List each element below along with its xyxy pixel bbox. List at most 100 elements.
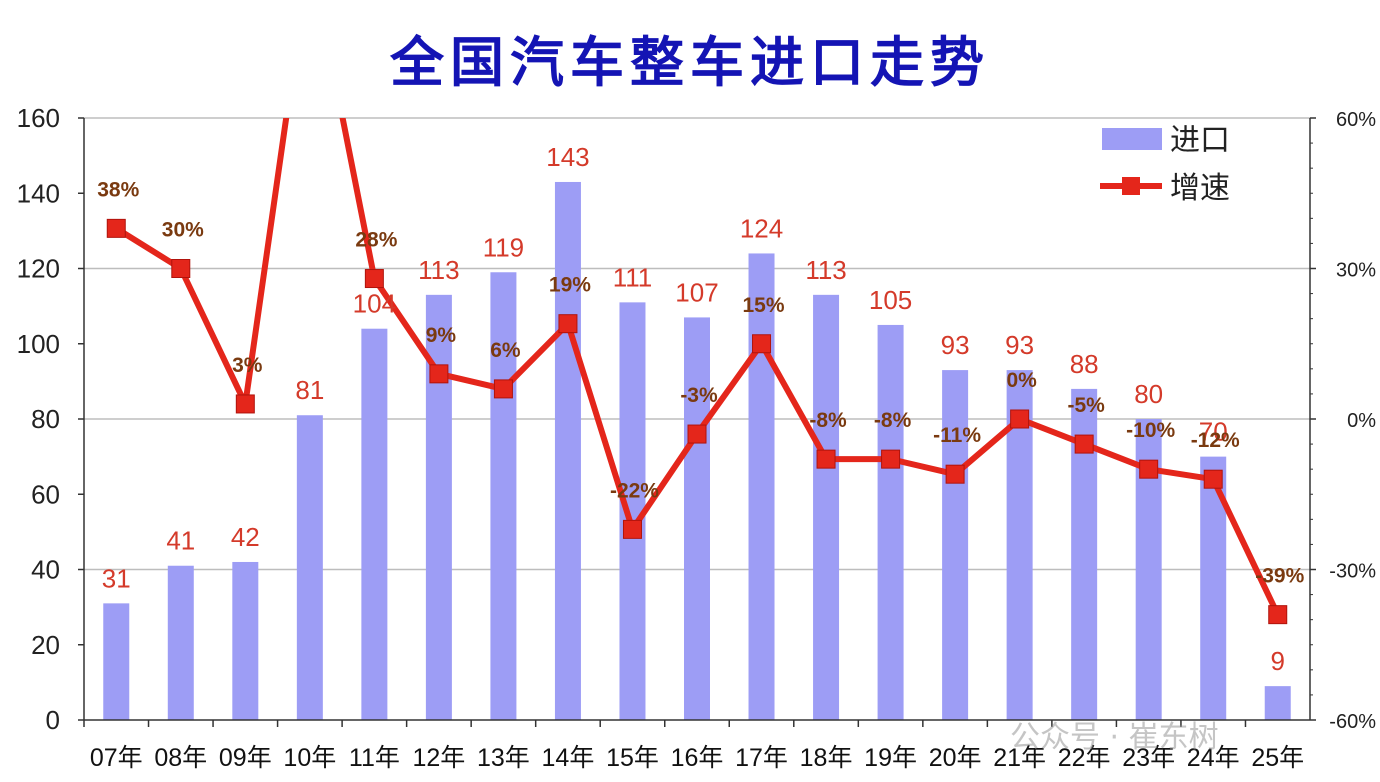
bar xyxy=(103,603,130,720)
bar xyxy=(167,565,194,720)
y-tick-label-left: 80 xyxy=(31,404,60,434)
y-tick-label-left: 100 xyxy=(17,329,60,359)
x-tick-label: 11年 xyxy=(349,744,400,772)
y-tick-label-left: 40 xyxy=(31,555,60,585)
legend-line-label: 增速 xyxy=(1170,172,1230,205)
bar xyxy=(748,253,775,720)
x-tick-label: 24年 xyxy=(1187,744,1240,772)
x-tick-label: 22年 xyxy=(1058,744,1111,772)
bar-value-label: 93 xyxy=(941,330,970,360)
growth-value-label: 6% xyxy=(490,339,521,362)
bar-value-label: 143 xyxy=(546,142,589,172)
growth-marker xyxy=(1074,434,1094,454)
growth-value-label: -10% xyxy=(1126,419,1175,442)
growth-marker xyxy=(106,218,126,238)
bar xyxy=(1264,686,1291,720)
growth-marker xyxy=(493,379,513,399)
y-tick-label-left: 20 xyxy=(31,630,60,660)
x-tick-label: 19年 xyxy=(864,744,917,772)
y-tick-label-left: 0 xyxy=(46,705,60,735)
bar-value-label: 113 xyxy=(805,255,846,285)
y-tick-label-left: 160 xyxy=(17,103,60,133)
x-tick-label: 13年 xyxy=(477,744,530,772)
x-tick-label: 18年 xyxy=(800,744,853,772)
growth-marker xyxy=(752,334,772,354)
growth-value-label: 19% xyxy=(549,274,591,297)
bar-value-label: 88 xyxy=(1070,349,1099,379)
watermark: 公众号 · 崔东树 xyxy=(1010,720,1219,755)
bar xyxy=(942,370,969,720)
x-tick-label: 09年 xyxy=(219,744,272,772)
bar xyxy=(877,324,904,720)
growth-value-label: 15% xyxy=(743,294,785,317)
bar-value-label: 107 xyxy=(675,277,718,307)
bar-value-label: 119 xyxy=(483,232,524,262)
growth-marker xyxy=(881,449,901,469)
growth-marker xyxy=(945,464,965,484)
growth-marker xyxy=(687,424,707,444)
bar-value-label: 113 xyxy=(418,255,459,285)
bar-value-label: 93 xyxy=(1005,330,1034,360)
y-tick-label-left: 120 xyxy=(17,254,60,284)
y-tick-label-right: 30% xyxy=(1336,260,1376,282)
y-tick-label-right: 0% xyxy=(1347,410,1376,432)
x-tick-label: 17年 xyxy=(735,744,788,772)
growth-value-label: -3% xyxy=(680,384,718,407)
bar-value-label: 41 xyxy=(166,526,195,556)
bar xyxy=(554,181,581,720)
growth-marker xyxy=(1139,459,1159,479)
growth-value-label: -11% xyxy=(933,424,981,447)
x-tick-label: 21年 xyxy=(993,744,1046,772)
growth-marker xyxy=(1268,605,1288,625)
growth-value-label: -8% xyxy=(809,409,847,432)
growth-value-label: 3% xyxy=(232,354,263,377)
x-tick-label: 20年 xyxy=(929,744,982,772)
bar xyxy=(490,272,517,720)
x-tick-label: 10年 xyxy=(283,744,336,772)
legend-bar-swatch xyxy=(1102,128,1162,150)
legend-bar-label: 进口 xyxy=(1170,124,1230,157)
growth-marker xyxy=(558,314,578,334)
growth-value-label: 28% xyxy=(355,229,397,252)
bar-value-label: 80 xyxy=(1134,379,1163,409)
bar xyxy=(232,561,259,720)
growth-marker xyxy=(622,519,642,539)
growth-marker xyxy=(1203,469,1223,489)
growth-value-label: 9% xyxy=(426,324,457,347)
x-tick-label: 23年 xyxy=(1122,744,1175,772)
x-tick-label: 15年 xyxy=(606,744,659,772)
bar-value-label: 31 xyxy=(102,563,131,593)
x-tick-label: 16年 xyxy=(671,744,724,772)
bar xyxy=(296,415,323,720)
bar xyxy=(813,294,840,720)
y-tick-label-left: 60 xyxy=(31,479,60,509)
bar-value-label: 9 xyxy=(1271,646,1285,676)
bar xyxy=(684,317,710,720)
legend-line-marker xyxy=(1122,177,1140,195)
bar-value-label: 104 xyxy=(353,289,396,319)
x-tick-label: 25年 xyxy=(1251,744,1304,772)
bar-value-label: 81 xyxy=(295,375,324,405)
bar-value-label: 105 xyxy=(869,285,912,315)
bar-value-label: 111 xyxy=(613,262,653,292)
growth-value-label: -12% xyxy=(1191,429,1240,452)
growth-marker xyxy=(235,394,255,414)
y-tick-label-right: -60% xyxy=(1329,711,1376,733)
growth-marker xyxy=(171,259,191,278)
chart-title: 全国汽车整车进口走势 xyxy=(390,30,990,94)
growth-value-label: -39% xyxy=(1255,565,1304,588)
bar-value-label: 70 xyxy=(1199,417,1228,447)
growth-marker xyxy=(429,364,449,384)
y-tick-label-right: 60% xyxy=(1336,109,1376,131)
x-tick-label: 12年 xyxy=(412,744,465,772)
growth-marker xyxy=(816,449,836,469)
x-tick-label: 14年 xyxy=(542,744,595,772)
growth-value-label: -5% xyxy=(1067,394,1105,417)
y-tick-label-left: 140 xyxy=(17,178,60,208)
x-tick-label: 07年 xyxy=(90,744,143,772)
growth-marker xyxy=(364,269,384,289)
bar-value-label: 124 xyxy=(740,213,783,243)
growth-value-label: -22% xyxy=(610,479,659,502)
